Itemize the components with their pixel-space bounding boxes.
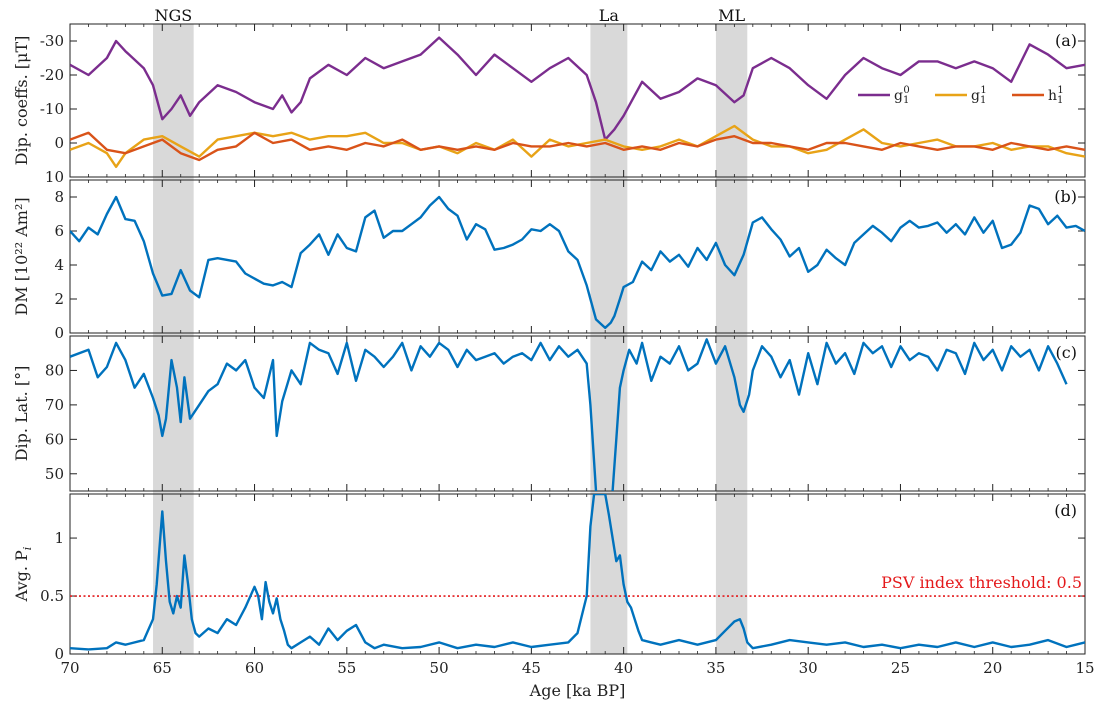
panel-frame-2	[69, 335, 1086, 492]
x-tick-label: 25	[891, 659, 910, 677]
y-tick-label: 10	[45, 168, 64, 186]
series-line-h11	[70, 131, 1085, 162]
x-tick-label: 40	[614, 659, 633, 677]
data-layer	[70, 36, 1085, 651]
legend-superscript: 0	[903, 85, 909, 96]
event-label-ngs: NGS	[154, 6, 192, 25]
y-tick-label: 1	[54, 529, 64, 547]
y-tick-label: -30	[40, 32, 64, 50]
x-tick-label: 50	[430, 659, 449, 677]
axes-layer	[69, 23, 1086, 655]
legend-subscript: 1	[980, 95, 986, 106]
y-tick-label: -10	[40, 100, 64, 118]
x-tick-label: 30	[799, 659, 818, 677]
legend-subscript: 1	[903, 95, 909, 106]
panel-frame-3	[69, 493, 1086, 655]
legend-label-h11: h11	[1048, 85, 1064, 106]
x-axis-label: Age [ka BP]	[529, 681, 626, 700]
y-axis-label: DM [10²² Am²]	[12, 197, 31, 315]
panel-tag: (c)	[1056, 343, 1077, 362]
y-tick-label: 50	[45, 465, 64, 483]
y-tick-label: 70	[45, 396, 64, 414]
event-label-la: La	[599, 6, 620, 25]
y-tick-label: 0.5	[40, 587, 64, 605]
panel-tag: (a)	[1055, 31, 1077, 50]
y-axis-label: Avg. Pi	[12, 547, 34, 603]
y-tick-label: 0	[54, 134, 64, 152]
x-tick-label: 20	[983, 659, 1002, 677]
x-tick-label: 60	[245, 659, 264, 677]
series-line-g11	[70, 124, 1085, 168]
panel-tag: (d)	[1054, 501, 1077, 520]
legend-superscript: 1	[980, 85, 986, 96]
series-line-pi	[70, 494, 1085, 651]
event-band-ml	[715, 24, 748, 654]
series-line-diplat	[70, 338, 1068, 491]
panel-tag: (b)	[1054, 187, 1077, 206]
x-tick-label: 45	[522, 659, 541, 677]
series-line-dm	[70, 195, 1085, 330]
y-tick-label: 0	[54, 645, 64, 663]
threshold-label: PSV index threshold: 0.5	[881, 573, 1082, 592]
y-tick-label: 2	[54, 290, 64, 308]
y-tick-label: 60	[45, 430, 64, 448]
x-tick-label: 70	[60, 659, 79, 677]
y-tick-label: 4	[54, 256, 64, 274]
legend-superscript: 1	[1057, 85, 1063, 96]
legend-label-g10: g10	[894, 85, 910, 106]
series-line-g10	[70, 36, 1085, 141]
x-tick-label: 15	[1075, 659, 1094, 677]
y-tick-label: 80	[45, 361, 64, 379]
event-shading-layer	[153, 24, 748, 654]
x-tick-label: 35	[706, 659, 725, 677]
event-band-la	[590, 24, 628, 654]
y-tick-label: 6	[54, 222, 64, 240]
legend-label-g11: g11	[971, 85, 987, 106]
y-axis-label: Dip. Lat. [°]	[12, 366, 31, 462]
panel-frame-1	[69, 179, 1086, 334]
y-tick-label: 0	[54, 324, 64, 342]
panel-frame-0	[69, 23, 1086, 178]
x-tick-label: 55	[337, 659, 356, 677]
event-label-ml: ML	[718, 6, 745, 25]
y-tick-label: -20	[40, 66, 64, 84]
y-tick-label: 8	[54, 188, 64, 206]
legend-subscript: 1	[1057, 95, 1063, 106]
y-axis-label: Dip. coeffs. [μT]	[12, 36, 31, 166]
x-tick-label: 65	[153, 659, 172, 677]
y-axis-label-subscript: i	[21, 547, 34, 551]
